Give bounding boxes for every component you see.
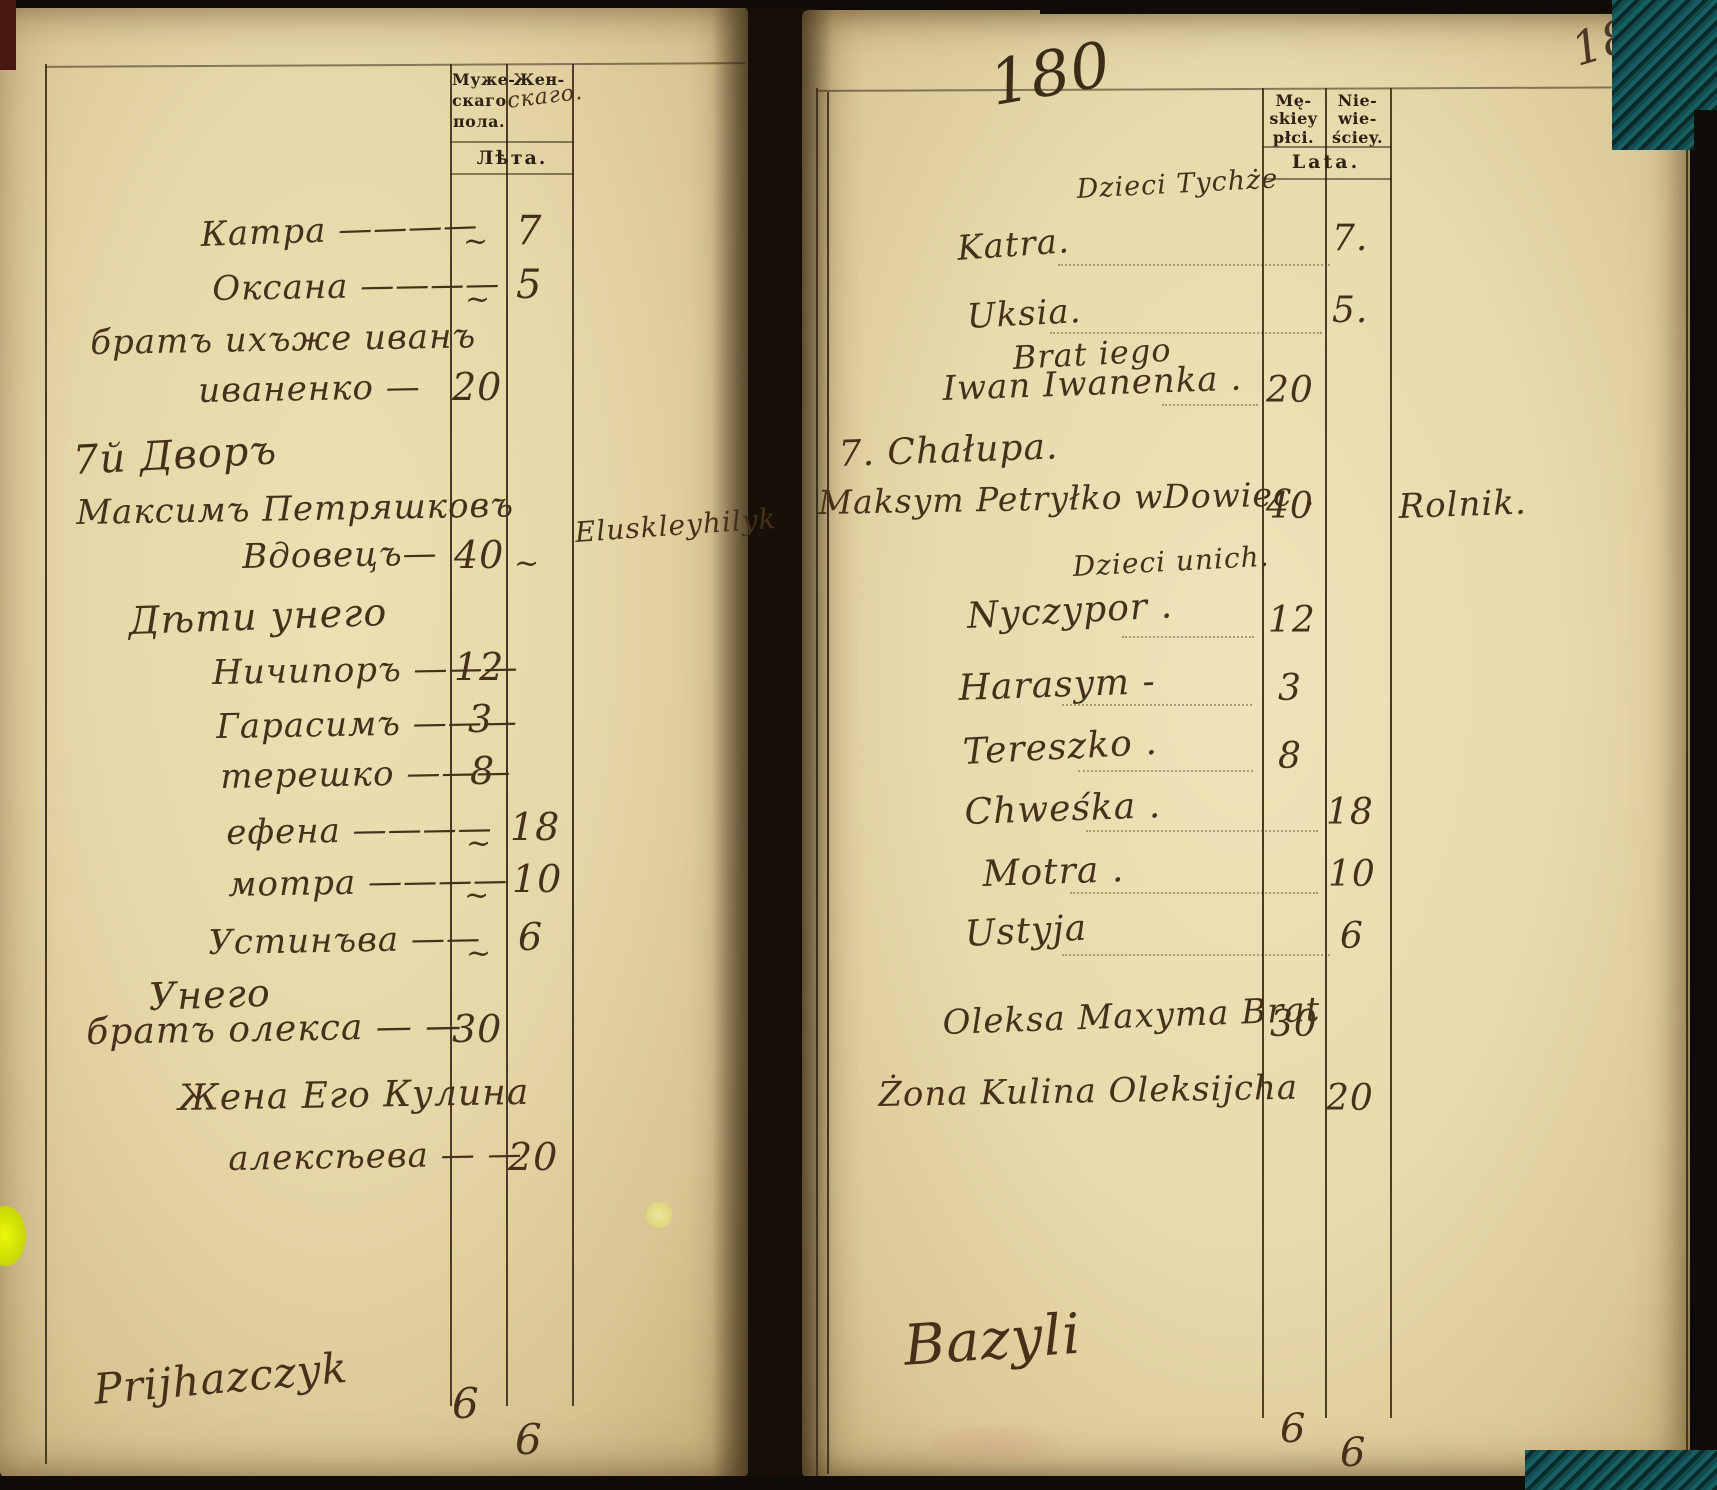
entry-deti-unego: Дѣти унего (127, 589, 388, 643)
dotted-leader-line (1078, 768, 1253, 772)
left-total-male: 6 (452, 1379, 480, 1428)
binding-edge-right (1694, 110, 1717, 1490)
left-table-left-border (45, 64, 47, 1464)
entry-maksym-petrylko: Maksym Petryłko wDowiec . (817, 474, 1316, 522)
right-total-male: 6 (1280, 1406, 1307, 1452)
age-harasym-male: 3 (1278, 668, 1302, 709)
age-zona-female: 20 (1326, 1078, 1374, 1119)
entry-harasym: Harasym - (957, 661, 1157, 709)
entry-zhena-ego-kulina: Жена Его Кулина (177, 1071, 530, 1119)
right-years-divider (1262, 178, 1392, 180)
dash-efena-male: ~ (466, 826, 493, 861)
entry-maksim-petryashkov: Максимъ Петряшковъ (75, 485, 515, 533)
dotted-leader-line (1062, 952, 1330, 956)
occupation-rolnik: Rolnik. (1397, 482, 1528, 527)
entry-uksia-pl: Uksia. (965, 291, 1083, 337)
dash-motra-male: ~ (464, 878, 491, 913)
dotted-leader-line (1122, 634, 1254, 638)
dash-ustinka-male: ~ (466, 936, 493, 971)
age-motra-pl-female: 10 (1328, 854, 1376, 895)
right-page-paper (802, 10, 1690, 1478)
entry-chalupa-7: 7. Chałupa. (837, 426, 1060, 475)
age-vdovets-male: 40 (454, 533, 505, 577)
age-tereszko-male: 8 (1278, 736, 1302, 777)
binding-cloth-bottom-right (1525, 1450, 1717, 1490)
entry-ustinka: Устинъва —— (207, 918, 482, 963)
age-uksia-pl-female: 5. (1332, 290, 1369, 331)
age-alekseeva-female: 20 (508, 1135, 559, 1179)
entry-vdovets: Вдовецъ— (241, 533, 438, 577)
dash-vdovets-female: ~ (514, 546, 541, 581)
dotted-leader-line (1086, 828, 1318, 832)
left-header-female-column-printed: Жен- (513, 70, 565, 89)
dotted-leader-line (1070, 890, 1318, 894)
age-motra-female: 10 (512, 857, 563, 901)
entry-dvor-7: 7й Дворъ (71, 427, 279, 484)
right-table-occupation-column-line (1390, 88, 1392, 1418)
age-tereshko-male: 8 (470, 749, 496, 793)
pink-stain (930, 1425, 1060, 1463)
age-maksym-male: 40 (1266, 486, 1314, 527)
entry-alekseeva: алексѣева — — (227, 1133, 523, 1179)
entry-brat-oleksa: братъ олекса — — (85, 1005, 463, 1053)
age-garasim-male: 3 (468, 697, 494, 741)
entry-ivanenko: иваненко — (197, 367, 422, 411)
binding-edge-top-center (1040, 0, 1640, 14)
age-nichipor-male: 12 (454, 645, 505, 689)
dotted-leader-line (1162, 402, 1258, 406)
age-ustyja-female: 6 (1340, 916, 1364, 957)
age-katra-pl-female: 7. (1332, 218, 1369, 259)
dotted-leader-line (1058, 262, 1330, 266)
right-table-left-border-inner (827, 92, 829, 1474)
right-table-female-column-line (1325, 88, 1327, 1418)
entry-brat-ikhzhe-ivan: братъ ихъже иванъ (89, 316, 477, 363)
entry-chweska: Chweśka . (963, 785, 1162, 833)
left-header-divider (450, 141, 574, 143)
entry-zona-kulina: Żona Kulina Oleksijcha (877, 1067, 1299, 1115)
left-page-paper (0, 6, 748, 1478)
entry-oksana: Оксана ———— (211, 263, 501, 309)
age-iwan-male: 20 (1266, 370, 1314, 411)
entry-motra-pl: Motra . (981, 849, 1125, 895)
entry-efena: ефена ———— (225, 808, 493, 853)
age-katra-female: 7 (516, 208, 543, 254)
binding-corner-top-left (0, 0, 16, 70)
binding-edge-top (0, 0, 1717, 8)
dotted-leader-line (1062, 702, 1252, 706)
right-header-male-column: Mę- skiey płci. (1269, 91, 1318, 147)
entry-tereshko: терешко ——— (219, 751, 512, 797)
entry-ustyja: Ustyja (963, 907, 1089, 955)
right-header-divider (1262, 146, 1392, 148)
age-oleksa-male: 30 (452, 1007, 503, 1051)
right-header-years-label: Lata. (1291, 151, 1361, 173)
left-total-female: 6 (515, 1415, 543, 1464)
age-nyczypor-male: 12 (1268, 600, 1316, 641)
left-table-right-column-line (572, 64, 574, 1406)
age-ustinka-female: 6 (518, 915, 544, 959)
age-oleksa-brat-male: 30 (1270, 1004, 1318, 1045)
right-page-signature: Bazyli (901, 1301, 1084, 1379)
entry-katra-pl: Katra. (955, 221, 1071, 269)
age-ivanenko-male: 20 (452, 365, 503, 409)
dash-katra-male: ~ (463, 224, 490, 259)
book-gutter-shadow (712, 0, 832, 1490)
left-header-male-column: Муже- скаго пола. (452, 70, 516, 132)
left-table-male-column-line (450, 64, 452, 1406)
binding-edge-bottom (0, 1476, 1717, 1490)
right-table-left-border-outer (816, 88, 818, 1478)
right-table-right-border (1686, 88, 1688, 1480)
yellow-dot-center (646, 1202, 672, 1228)
right-table-male-column-line (1262, 88, 1264, 1418)
age-efena-female: 18 (510, 805, 561, 849)
left-header-years-label: Лѣта. (476, 147, 548, 169)
right-header-female-column: Nie- wie- ściey. (1331, 91, 1384, 147)
right-total-female: 6 (1340, 1430, 1367, 1476)
left-table-female-column-line (506, 64, 508, 1406)
dash-oksana-male: ~ (465, 282, 492, 317)
age-chweska-female: 18 (1326, 792, 1374, 833)
left-years-divider (450, 173, 574, 175)
dotted-leader-line (1050, 330, 1322, 334)
age-oksana-female: 5 (516, 262, 543, 308)
